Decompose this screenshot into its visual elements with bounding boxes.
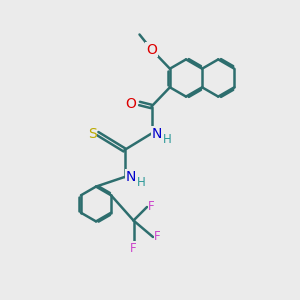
Text: O: O [146,43,157,56]
Text: H: H [136,176,146,190]
Text: F: F [148,200,155,214]
Text: F: F [154,230,161,244]
Text: N: N [125,170,136,184]
Text: N: N [152,127,162,140]
Text: S: S [88,127,97,140]
Text: F: F [130,242,137,255]
Text: O: O [125,97,136,110]
Text: H: H [163,133,172,146]
